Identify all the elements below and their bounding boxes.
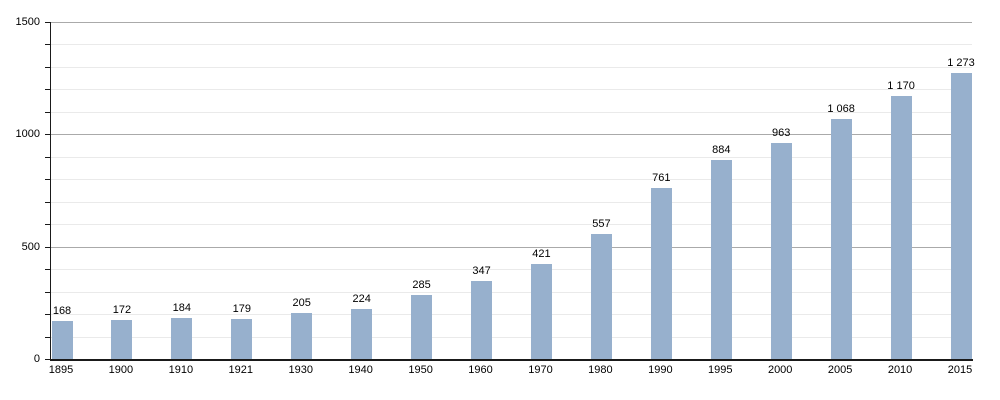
x-axis-tick-label: 2005 [827,364,853,376]
y-axis-tick [45,44,50,45]
bar [530,264,552,359]
bar [710,160,732,359]
bar [950,73,972,359]
bar-value-label: 224 [352,292,371,305]
bar [51,321,73,359]
bar [351,308,373,359]
y-axis-tick [45,89,50,90]
y-axis-tick [45,337,50,338]
gridline-minor [51,179,972,180]
bar [171,317,193,359]
gridline-minor [51,157,972,158]
gridline-minor [51,89,972,90]
y-axis-tick [45,112,50,113]
y-axis-tick-label: 0 [33,353,40,365]
y-axis-tick [45,157,50,158]
gridline-minor [51,337,972,338]
bar-value-label: 884 [712,144,731,157]
y-axis-tick-label: 1000 [15,128,40,140]
x-axis-tick-label: 1940 [348,364,373,376]
x-axis-tick-label: 1930 [288,364,313,376]
bar [231,318,253,359]
y-axis-tick [45,22,50,23]
x-axis-tick-label: 1970 [528,364,553,376]
bar-value-label: 179 [232,302,251,315]
gridline-minor [51,202,972,203]
gridline-minor [51,224,972,225]
bar-value-label: 172 [112,304,132,317]
x-axis-tick-label: 1910 [168,364,194,376]
bar-value-label: 1 170 [887,80,915,93]
x-axis-tick-label: 2000 [767,364,793,376]
bar-value-label: 557 [592,217,611,230]
bar-value-label: 1 273 [947,57,975,69]
y-axis-tick-label: 1500 [15,16,40,28]
x-axis-tick-label: 2010 [887,364,913,376]
plot-area: 168 172 184 179 205 224 285 347 421 557 761 884 963 1… [50,22,975,359]
y-axis-tick [45,292,50,293]
bar [770,142,792,359]
bar-value-label: 205 [292,296,311,309]
x-axis-tick-label: 1980 [588,364,613,376]
bar [111,320,133,359]
bar [590,233,612,359]
y-axis-tick [45,247,50,248]
y-axis-tick [45,202,50,203]
bar [830,119,852,359]
gridline-minor [51,292,972,293]
bar-value-label: 168 [52,305,72,318]
x-axis-tick-label: 1990 [648,364,673,376]
y-axis-tick [45,359,50,360]
x-axis-tick-label: 2015 [947,364,973,376]
bar [890,96,912,359]
x-axis-tick-label: 1960 [468,364,493,376]
x-axis-line [50,359,973,361]
bar-value-label: 761 [652,172,671,185]
bar-value-label: 421 [532,248,551,261]
gridline-major [51,134,972,135]
y-axis-tick [45,314,50,315]
bar-value-label: 347 [472,265,491,278]
x-axis-tick-label: 1950 [408,364,433,376]
y-axis-tick-label: 500 [21,241,40,253]
y-axis-tick [45,179,50,180]
bar [650,188,672,359]
gridline-minor [51,269,972,270]
gridline-major [51,247,972,248]
gridline-minor [51,314,972,315]
gridline-minor [51,67,972,68]
y-axis-tick [45,134,50,135]
y-axis-tick [45,224,50,225]
x-axis-tick-label: 1900 [108,364,134,376]
bar [471,281,493,359]
gridline-minor [51,44,972,45]
bar [291,312,313,359]
bar-value-label: 285 [412,278,431,291]
bar-value-label: 184 [172,301,192,314]
bar-value-label: 963 [772,126,791,139]
y-axis-tick [45,269,50,270]
bar [411,294,433,359]
x-axis-tick-label: 1895 [48,364,74,376]
bar-value-label: 1 068 [827,103,855,116]
gridline-major [51,22,972,23]
x-axis-tick-label: 1995 [708,364,733,376]
gridline-minor [51,112,972,113]
x-axis-tick-label: 1921 [228,364,254,376]
y-axis-tick [45,67,50,68]
